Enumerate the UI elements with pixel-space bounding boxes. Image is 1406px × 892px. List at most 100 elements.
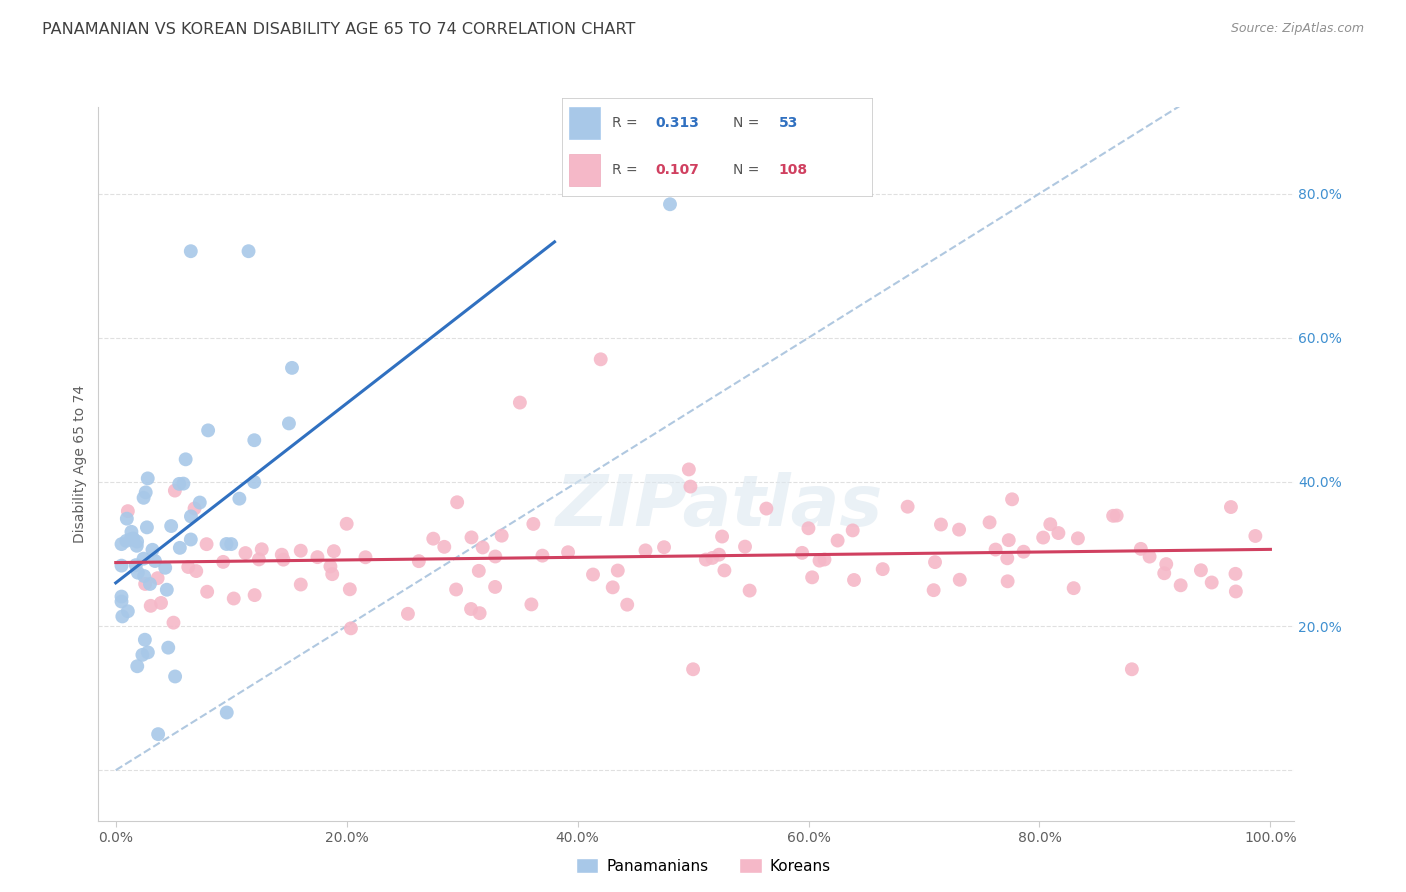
Point: [146, 727, 169, 741]
Point: [120, 524, 142, 539]
Point: [606, 564, 628, 578]
Point: [340, 621, 363, 635]
Legend: Panamanians, Koreans: Panamanians, Koreans: [569, 852, 837, 880]
Point: [949, 573, 972, 587]
Point: [339, 582, 361, 597]
Point: [322, 544, 344, 558]
Text: 108: 108: [779, 162, 808, 177]
Y-axis label: Disability Age 65 to 74: Disability Age 65 to 74: [73, 384, 87, 543]
Point: [602, 580, 624, 594]
FancyBboxPatch shape: [568, 107, 599, 139]
Text: N =: N =: [733, 116, 759, 129]
Point: [186, 564, 208, 578]
Point: [422, 532, 444, 546]
Point: [468, 564, 491, 578]
Point: [1039, 517, 1062, 532]
Point: [155, 561, 177, 575]
Point: [557, 545, 579, 559]
Point: [195, 537, 218, 551]
Point: [582, 567, 605, 582]
Point: [127, 534, 149, 549]
Point: [682, 662, 704, 676]
Point: [948, 523, 970, 537]
Point: [195, 584, 218, 599]
Point: [125, 558, 148, 573]
Point: [1047, 526, 1070, 541]
Point: [281, 360, 304, 375]
Text: R =: R =: [612, 162, 637, 177]
Point: [134, 632, 156, 647]
Point: [115, 533, 138, 548]
Point: [444, 582, 467, 597]
Point: [711, 529, 734, 543]
Point: [707, 548, 730, 562]
Point: [180, 244, 202, 259]
Point: [132, 551, 155, 566]
Point: [235, 546, 257, 560]
Point: [1001, 492, 1024, 507]
Point: [212, 555, 235, 569]
Text: Source: ZipAtlas.com: Source: ZipAtlas.com: [1230, 22, 1364, 36]
Point: [115, 511, 138, 525]
Point: [468, 606, 491, 620]
Point: [797, 521, 820, 535]
Point: [143, 554, 166, 568]
Point: [127, 659, 149, 673]
Point: [1225, 584, 1247, 599]
Point: [215, 706, 238, 720]
Point: [243, 475, 266, 489]
Point: [1219, 500, 1241, 514]
Point: [135, 520, 157, 534]
Point: [1170, 578, 1192, 592]
Text: 0.313: 0.313: [655, 116, 699, 129]
Point: [247, 552, 270, 566]
Point: [110, 594, 132, 608]
Point: [228, 491, 250, 506]
Point: [446, 495, 468, 509]
Point: [922, 583, 945, 598]
Point: [1102, 508, 1125, 523]
Point: [172, 476, 194, 491]
Point: [290, 543, 312, 558]
Point: [679, 479, 702, 493]
Point: [111, 609, 134, 624]
Point: [134, 577, 156, 591]
Point: [270, 548, 292, 562]
Point: [110, 537, 132, 551]
Point: [167, 476, 190, 491]
Point: [997, 533, 1019, 548]
Point: [1012, 545, 1035, 559]
Point: [197, 423, 219, 437]
Point: [396, 607, 419, 621]
Point: [135, 485, 157, 500]
Point: [433, 540, 456, 554]
Point: [134, 569, 156, 583]
Point: [801, 570, 824, 584]
Point: [117, 504, 139, 518]
Text: 53: 53: [779, 116, 799, 129]
Point: [897, 500, 920, 514]
Point: [157, 640, 180, 655]
Point: [738, 583, 761, 598]
Point: [924, 555, 946, 569]
Point: [997, 574, 1019, 589]
Point: [984, 542, 1007, 557]
Point: [813, 552, 835, 566]
Point: [1225, 566, 1247, 581]
Point: [354, 550, 377, 565]
Text: ZIPatlas: ZIPatlas: [557, 472, 883, 541]
Point: [163, 483, 186, 498]
Point: [215, 537, 238, 551]
Point: [827, 533, 849, 548]
Point: [141, 542, 163, 557]
Point: [634, 543, 657, 558]
Point: [146, 571, 169, 585]
Point: [177, 560, 200, 574]
Point: [659, 197, 682, 211]
Point: [1154, 557, 1177, 571]
Point: [110, 590, 132, 604]
Point: [1201, 575, 1223, 590]
Point: [122, 532, 145, 546]
Point: [929, 517, 952, 532]
Point: [162, 615, 184, 630]
